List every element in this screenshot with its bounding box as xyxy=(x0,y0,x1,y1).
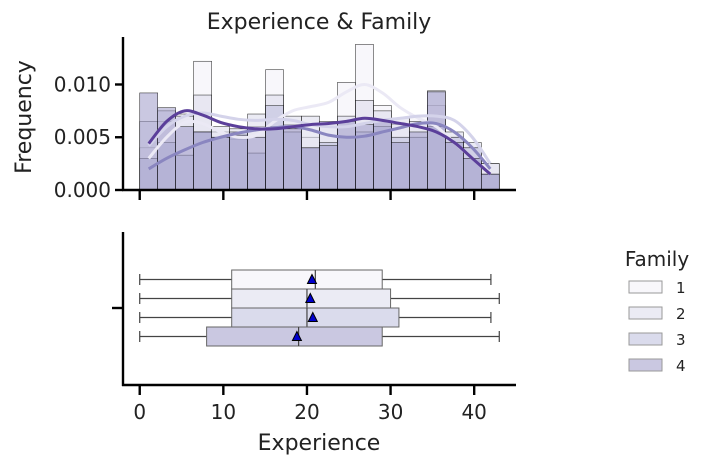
legend-label-family-4: 4 xyxy=(676,357,686,375)
histogram-panel: 0.000 0.005 0.010 xyxy=(54,37,516,202)
kde-curve-family-1 xyxy=(147,82,492,176)
chart-title: Experience & Family xyxy=(207,10,432,35)
x-axis-label: Experience xyxy=(258,431,381,456)
box-family-1 xyxy=(231,269,383,290)
legend-swatch-family-1 xyxy=(628,280,663,294)
legend-label-family-2: 2 xyxy=(676,305,686,323)
x-tick-label: 30 xyxy=(378,400,403,424)
boxplot-panel: 0 10 20 30 40 xyxy=(112,232,516,424)
hist-bar-family-4 xyxy=(427,91,446,191)
legend-swatch-family-3 xyxy=(628,332,663,346)
legend: Family 1 2 3 4 xyxy=(625,247,690,375)
x-tick-label: 10 xyxy=(211,400,236,424)
legend-swatch-family-4 xyxy=(628,358,663,372)
box-mean-marker-family-3 xyxy=(307,311,319,322)
legend-label-family-1: 1 xyxy=(676,279,686,297)
kde-curve-family-4 xyxy=(147,109,492,176)
legend-swatch-family-2 xyxy=(628,306,663,320)
hist-bar-family-4 xyxy=(211,136,230,191)
hist-bar-family-4 xyxy=(301,147,320,191)
hist-bar-family-4 xyxy=(283,128,302,191)
legend-label-family-3: 3 xyxy=(676,331,686,349)
hist-bar-family-4 xyxy=(337,121,356,191)
x-tick-label: 0 xyxy=(133,400,146,424)
y-tick-label: 0.000 xyxy=(54,178,111,202)
hist-bar-family-4 xyxy=(480,173,500,191)
hist-bar-family-4 xyxy=(175,126,194,191)
kde-curve-family-3 xyxy=(147,121,492,171)
kde-curve-family-2 xyxy=(147,111,492,165)
legend-title: Family xyxy=(625,247,690,271)
y-tick-label: 0.005 xyxy=(54,125,111,149)
y-tick-label: 0.010 xyxy=(54,72,111,96)
hist-bar-family-4 xyxy=(247,136,266,191)
x-tick-label: 40 xyxy=(461,400,486,424)
box-mean-marker-family-2 xyxy=(304,292,316,303)
hist-bar-family-4 xyxy=(229,134,248,191)
box-mean-marker-family-4 xyxy=(291,330,303,341)
hist-bar-family-4 xyxy=(391,142,410,191)
x-tick-label: 20 xyxy=(294,400,319,424)
y-axis-label: Frequency xyxy=(12,60,37,174)
hist-bar-family-4 xyxy=(409,131,428,191)
hist-bar-family-4 xyxy=(265,126,284,191)
box-mean-marker-family-1 xyxy=(306,273,318,284)
hist-bar-family-4 xyxy=(319,145,338,191)
